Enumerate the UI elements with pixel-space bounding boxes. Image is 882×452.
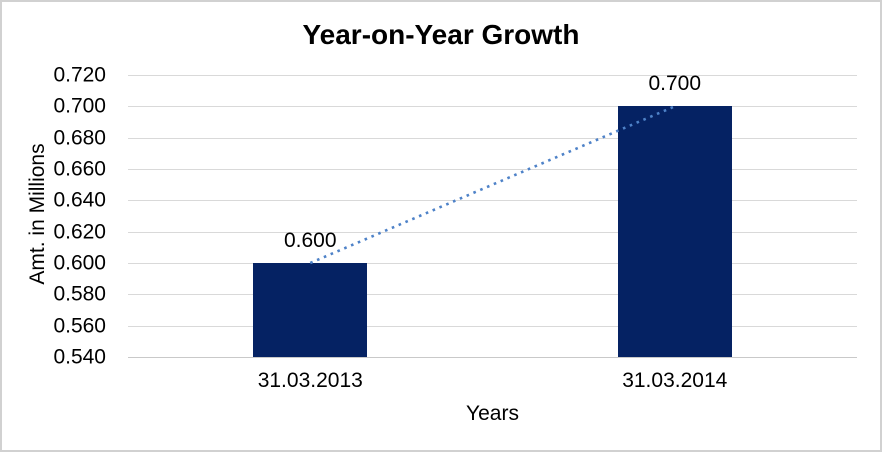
data-label: 0.700: [648, 72, 702, 96]
y-tick-label: 0.660: [53, 157, 106, 181]
y-tick-label: 0.640: [53, 188, 106, 212]
data-label: 0.600: [283, 229, 337, 253]
gridline: [128, 325, 857, 327]
x-category-label: 31.03.2014: [622, 369, 728, 392]
trendline: [309, 105, 676, 265]
x-axis-title: Years: [466, 402, 519, 425]
y-tick-label: 0.580: [53, 282, 106, 306]
y-tick-label: 0.680: [53, 126, 106, 150]
x-category-label: 31.03.2013: [257, 369, 363, 392]
gridline: [128, 169, 857, 170]
y-axis-tick-labels: 0.720 0.700 0.680 0.660 0.640 0.620 0.600 0.580…: [2, 65, 106, 368]
gridline: [128, 294, 857, 296]
gridline: [128, 137, 857, 139]
plot-area: 0.600 0.700: [128, 72, 857, 358]
y-tick-label: 0.720: [53, 63, 106, 87]
y-tick-label: 0.620: [53, 220, 106, 244]
y-tick-label: 0.560: [53, 314, 106, 338]
y-tick-label: 0.540: [53, 345, 106, 369]
y-tick-label: 0.700: [53, 94, 106, 118]
trendline-path: [309, 105, 676, 265]
gridline: [128, 200, 857, 202]
y-tick-label: 0.600: [53, 251, 106, 275]
gridline: [128, 231, 857, 233]
gridline: [128, 357, 857, 358]
chart-title: Year-on-Year Growth: [302, 19, 580, 50]
bar-31.03.2013: [253, 263, 368, 357]
x-axis-category-labels: 31.03.2013 31.03.2014: [128, 369, 857, 393]
bar-31.03.2014: [617, 106, 732, 357]
gridline: [128, 75, 857, 76]
gridline: [128, 106, 857, 108]
gridline: [128, 263, 857, 264]
